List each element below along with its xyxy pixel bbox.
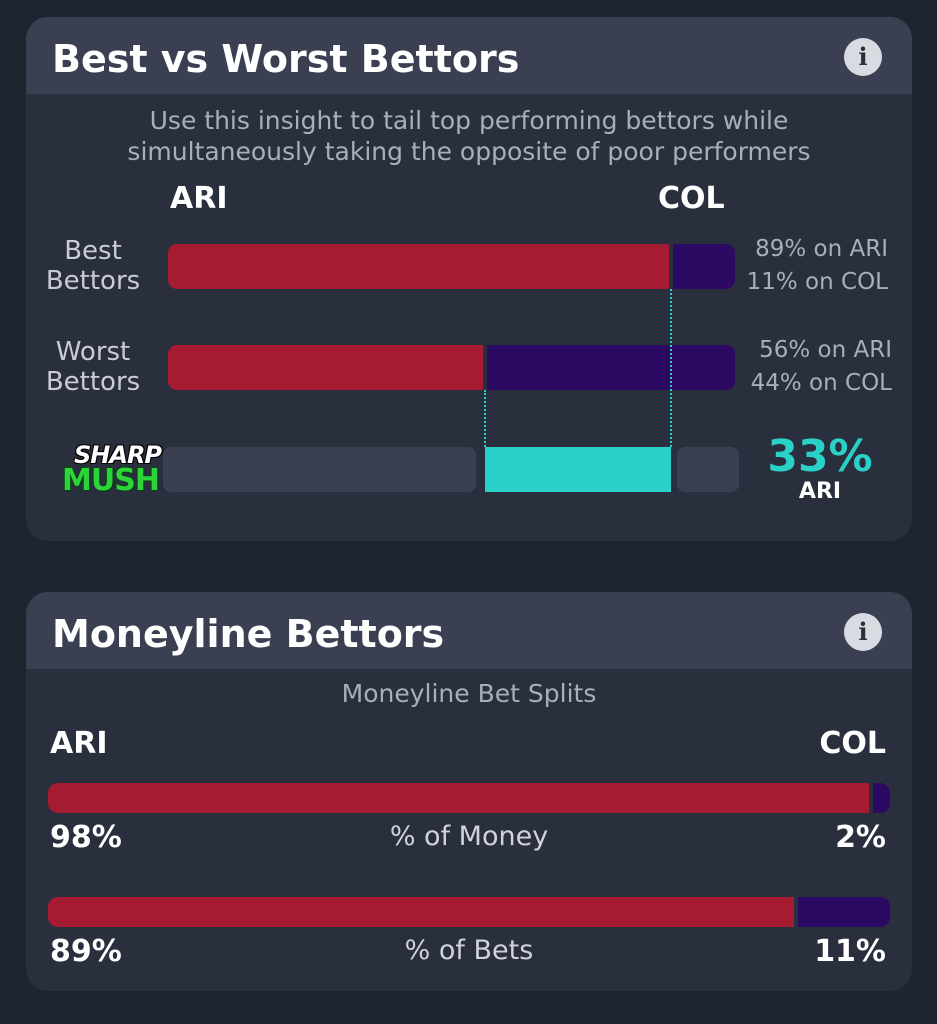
col-segment xyxy=(673,244,735,289)
label-line: Bettors xyxy=(45,367,141,397)
info-icon[interactable]: i xyxy=(844,613,882,651)
ari-split: 89% on ARI xyxy=(755,236,888,262)
subtitle-line-1: Use this insight to tail top performing … xyxy=(149,106,789,135)
card-title: Best vs Worst Bettors xyxy=(52,37,520,81)
col-segment xyxy=(798,897,890,927)
best-vs-worst-card: Best vs Worst Bettors i Use this insight… xyxy=(26,17,912,541)
sharp-team: ARI xyxy=(798,479,842,504)
card-header: Best vs Worst Bettors i xyxy=(26,17,912,94)
label-line: Best xyxy=(64,236,122,266)
bets-ari-pct: 89% xyxy=(50,934,122,969)
sharp-track-right xyxy=(677,447,739,492)
col-split: 11% on COL xyxy=(746,269,888,295)
segment-divider xyxy=(483,345,487,390)
worst-guide-line xyxy=(484,390,486,447)
team-left-label: ARI xyxy=(50,726,108,761)
ari-segment xyxy=(168,345,483,390)
col-segment xyxy=(873,783,890,813)
col-split: 44% on COL xyxy=(750,370,892,396)
ari-split: 56% on ARI xyxy=(759,337,892,363)
ari-segment xyxy=(168,244,669,289)
money-split-bar xyxy=(48,783,890,813)
sharp-percent: 33% xyxy=(767,431,873,482)
logo-sharp-text: SHARP xyxy=(74,441,162,469)
card-subtitle: Use this insight to tail top performing … xyxy=(26,105,912,167)
ari-segment xyxy=(48,897,794,927)
sharp-mush-logo: SHARP MUSH xyxy=(62,442,172,506)
label-line: Worst xyxy=(55,337,131,367)
segment-divider xyxy=(794,897,798,927)
card-header: Moneyline Bettors i xyxy=(26,592,912,669)
sharp-track-left xyxy=(163,447,476,492)
logo-mush-text: MUSH xyxy=(62,463,160,498)
sharp-differential-fill xyxy=(485,447,671,492)
worst-bettors-bar xyxy=(168,345,735,390)
team-left-label: ARI xyxy=(170,181,228,216)
label-line: Bettors xyxy=(45,266,141,296)
bets-split-bar xyxy=(48,897,890,927)
best-bettors-split-text: 89% on ARI 11% on COL xyxy=(728,233,888,299)
best-guide-line xyxy=(670,289,672,447)
bets-col-pct: 11% xyxy=(814,934,886,969)
col-segment xyxy=(487,345,735,390)
best-bettors-bar xyxy=(168,244,735,289)
worst-bettors-label: Worst Bettors xyxy=(26,337,168,397)
best-bettors-label: Best Bettors xyxy=(26,236,168,296)
worst-bettors-split-text: 56% on ARI 44% on COL xyxy=(732,334,892,400)
money-ari-pct: 98% xyxy=(50,820,122,855)
bets-split-label: % of Bets xyxy=(404,935,534,966)
moneyline-subtitle: Moneyline Bet Splits xyxy=(341,679,597,708)
segment-divider xyxy=(669,244,673,289)
info-icon[interactable]: i xyxy=(844,38,882,76)
moneyline-card: Moneyline Bettors i Moneyline Bet Splits… xyxy=(26,592,912,991)
ari-segment xyxy=(48,783,869,813)
subtitle-line-2: simultaneously taking the opposite of po… xyxy=(127,137,811,166)
money-split-label: % of Money xyxy=(389,821,549,852)
team-right-label: COL xyxy=(658,181,725,216)
team-right-label: COL xyxy=(819,726,886,761)
segment-divider xyxy=(869,783,873,813)
money-col-pct: 2% xyxy=(835,820,886,855)
card-title: Moneyline Bettors xyxy=(52,612,445,656)
